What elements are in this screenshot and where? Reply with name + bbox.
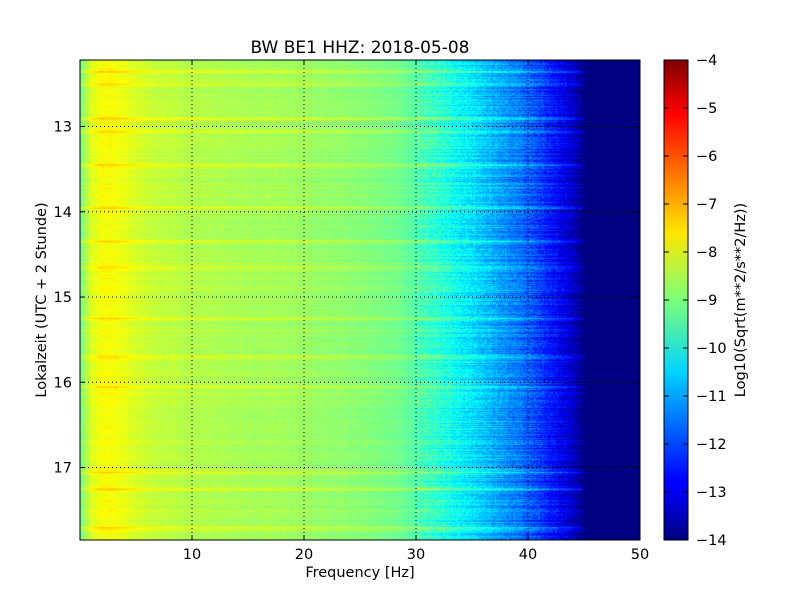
colorbar-tick-label: −9: [696, 293, 717, 309]
colorbar-tick-label: −5: [696, 101, 717, 117]
chart-title: BW BE1 HHZ: 2018-05-08: [250, 38, 469, 58]
grid-lines: [80, 60, 640, 540]
colorbar-label: Log10(Sqrt(m**2/s**2/Hz)): [733, 203, 749, 397]
x-axis-label: Frequency [Hz]: [305, 565, 414, 581]
x-axis-ticks: 10 20 30 40 50: [183, 60, 649, 563]
colorbar-tick-label: −11: [696, 389, 727, 405]
y-tick-label: 14: [54, 205, 72, 221]
spectrogram-heatmap: [80, 60, 640, 540]
colorbar-tick-label: −7: [696, 197, 717, 213]
x-tick-label: 20: [295, 547, 313, 563]
x-tick-label: 30: [407, 547, 425, 563]
colorbar-tick-label: −8: [696, 245, 717, 261]
colorbar-tick-label: −14: [696, 533, 727, 549]
colorbar-tick-label: −6: [696, 149, 717, 165]
colorbar-tick-label: −12: [696, 437, 727, 453]
y-tick-label: 16: [54, 375, 72, 391]
spectrogram-canvas: [80, 60, 640, 540]
y-axis-label: Lokalzeit (UTC + 2 Stunde): [34, 202, 50, 397]
x-tick-label: 10: [183, 547, 201, 563]
colorbar-ticks: −4 −5 −6 −7 −8 −9 −10 −11 −12 −13 −14: [664, 53, 727, 549]
colorbar-tick-label: −4: [696, 53, 717, 69]
x-tick-label: 40: [519, 547, 537, 563]
y-tick-label: 17: [54, 461, 72, 477]
y-axis-ticks: 13 14 15 16 17: [54, 120, 640, 477]
colorbar-tick-label: −10: [696, 341, 727, 357]
y-tick-label: 15: [54, 290, 72, 306]
colorbar-tick-label: −13: [696, 485, 727, 501]
x-tick-label: 50: [631, 547, 649, 563]
y-tick-label: 13: [54, 120, 72, 136]
colorbar: −4 −5 −6 −7 −8 −9 −10 −11 −12 −13 −14 Log10(Sqrt(m…: [663, 53, 749, 549]
plot-frame: [79, 59, 641, 541]
